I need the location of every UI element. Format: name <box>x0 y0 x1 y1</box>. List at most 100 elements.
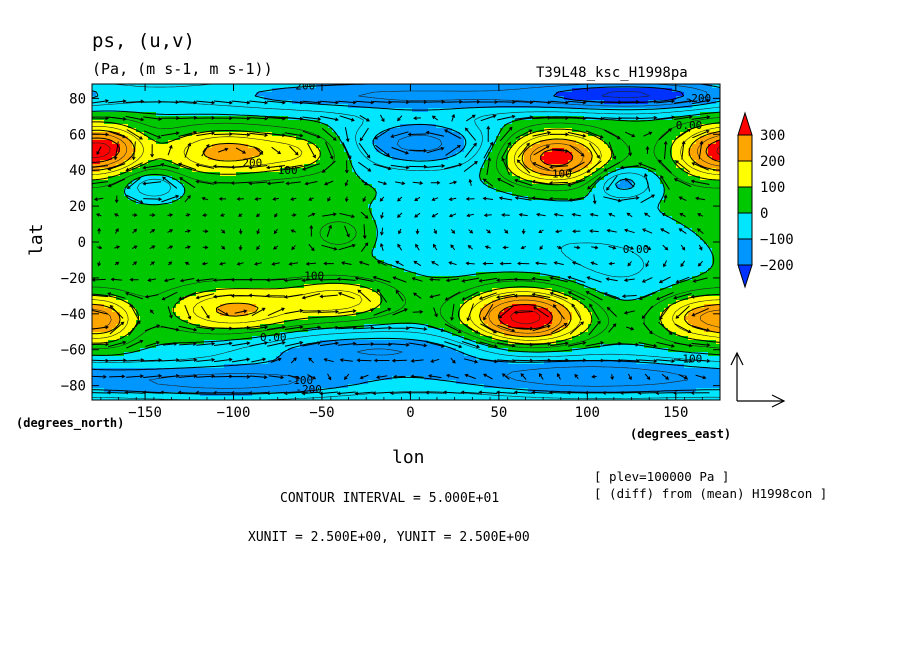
field-cell <box>92 316 121 321</box>
run-id: T39L48_ksc_H1998pa <box>536 65 688 81</box>
field-cell <box>616 296 641 301</box>
field-cell <box>92 304 105 309</box>
field-cell <box>480 168 509 173</box>
field-cell <box>540 156 573 161</box>
colorbar-segment <box>737 186 753 214</box>
field-cell <box>320 148 345 153</box>
field-cell <box>708 268 720 273</box>
field-cell <box>588 164 605 169</box>
field-cell <box>688 296 720 301</box>
field-cell <box>280 168 353 173</box>
y-tick-label: −60 <box>61 343 86 359</box>
field-cell <box>676 164 701 169</box>
field-cell <box>660 176 701 181</box>
field-cell <box>508 152 525 157</box>
field-cell <box>216 288 373 293</box>
field-cell <box>128 196 181 201</box>
field-cell <box>484 304 513 309</box>
field-cell <box>92 112 157 117</box>
field-cell <box>372 212 665 217</box>
field-cell <box>544 360 637 365</box>
xy-unit: XUNIT = 2.500E+00, YUNIT = 2.500E+00 <box>248 530 530 545</box>
field-cell <box>668 348 720 353</box>
field-cell <box>472 296 505 301</box>
field-cell <box>488 184 597 189</box>
field-cell <box>556 340 717 345</box>
field-cell <box>140 348 289 353</box>
field-cell <box>540 172 569 177</box>
field-cell <box>280 352 465 357</box>
field-cell <box>376 220 677 225</box>
field-cell <box>384 260 713 265</box>
field-cell <box>708 244 720 249</box>
field-cell <box>640 296 689 301</box>
field-cell <box>132 144 213 149</box>
field-cell <box>92 232 377 237</box>
field-cell <box>92 192 125 197</box>
field-cell <box>712 260 720 265</box>
field-cell <box>664 196 720 201</box>
field-cell <box>92 212 373 217</box>
info-plev: [ plev=100000 Pa ] <box>594 469 729 484</box>
y-tick-label: 40 <box>69 163 86 179</box>
field-cell <box>120 336 253 341</box>
field-cell <box>572 156 593 161</box>
field-cell <box>376 196 529 201</box>
field-cell <box>564 304 585 309</box>
field-cell <box>684 224 720 229</box>
field-cell <box>568 172 593 177</box>
field-cell <box>576 180 597 185</box>
field-cell <box>644 344 720 349</box>
field-cell <box>616 184 633 189</box>
field-cell <box>320 120 513 125</box>
colorbar-segment <box>737 238 753 266</box>
field-cell <box>200 324 261 329</box>
plot-area: 2001001000.000.000.00100-100-200-100200-… <box>92 79 720 400</box>
field-cell <box>460 132 501 137</box>
field-cell <box>92 336 121 341</box>
field-cell <box>700 236 720 241</box>
field-cell <box>492 288 553 293</box>
field-cell <box>712 252 720 257</box>
field-cell <box>540 140 577 145</box>
colorbar-label: 300 <box>760 128 785 144</box>
field-cell <box>692 104 720 109</box>
field-cell <box>472 328 493 333</box>
field-cell <box>92 108 413 113</box>
field-cell <box>524 148 553 153</box>
field-cell <box>428 340 477 345</box>
contour-line <box>92 84 720 395</box>
field-cell <box>384 152 457 157</box>
field-cell <box>660 320 689 325</box>
field-cell <box>92 348 141 353</box>
field-cell <box>460 308 481 313</box>
field-cell <box>684 168 717 173</box>
field-cell <box>136 320 189 325</box>
x-tick-label: −150 <box>128 405 162 421</box>
field-cell <box>220 304 257 309</box>
field-cell <box>500 128 545 133</box>
y-tick-label: 60 <box>69 127 86 143</box>
field-cell <box>544 128 573 133</box>
field-cell <box>116 152 133 157</box>
field-cell <box>568 308 589 313</box>
field-cell <box>124 192 185 197</box>
field-cell <box>416 272 477 277</box>
reference-vector <box>730 351 786 408</box>
contour-label: 200 <box>295 79 315 92</box>
field-cell <box>360 176 481 181</box>
field-cell <box>184 188 377 193</box>
x-tick-label: 0 <box>406 405 414 421</box>
field-cell <box>500 312 553 317</box>
field-cell <box>664 324 693 329</box>
field-cell <box>92 372 720 377</box>
field-cell <box>92 196 129 201</box>
field-cell <box>700 164 720 169</box>
field-cell <box>456 152 489 157</box>
field-cell <box>92 280 577 285</box>
field-cell <box>248 144 317 149</box>
field-cell <box>488 156 509 161</box>
field-cell <box>132 140 157 145</box>
field-cell <box>344 148 377 153</box>
field-cell <box>204 152 261 157</box>
